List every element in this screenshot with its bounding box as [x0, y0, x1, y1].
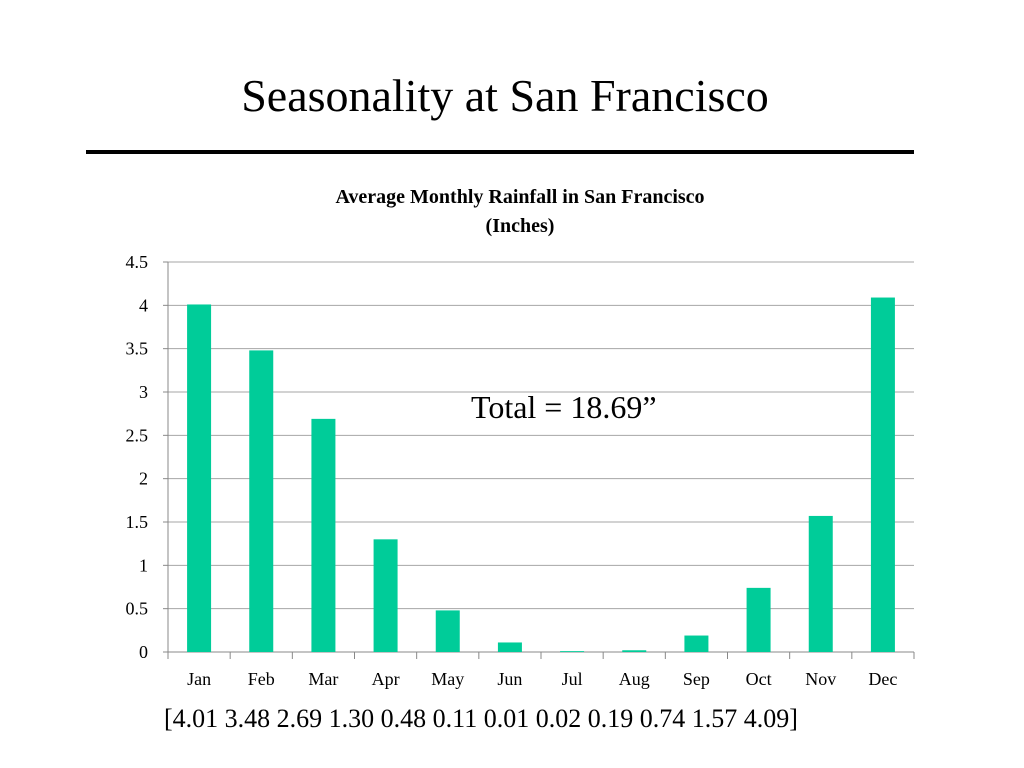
x-tick-label: Jun [497, 669, 522, 689]
bar-dec [870, 297, 895, 652]
bar-apr [373, 539, 398, 652]
bar-mar [311, 418, 336, 652]
x-tick-label: Apr [372, 669, 400, 689]
x-tick-label: Aug [619, 669, 650, 689]
title-divider [86, 150, 914, 154]
bar-jan [187, 304, 212, 652]
bar-oct [746, 587, 771, 652]
x-tick-label: Sep [683, 669, 710, 689]
bar-may [435, 610, 460, 652]
bar-sep [684, 635, 709, 652]
y-tick-label: 3 [139, 382, 148, 402]
x-tick-label: Jan [187, 669, 211, 689]
y-tick-label: 4.5 [126, 252, 149, 272]
y-tick-label: 3.5 [126, 339, 149, 359]
y-tick-label: 2.5 [126, 425, 149, 445]
chart-title: Average Monthly Rainfall in San Francisc… [170, 183, 870, 241]
y-tick-label: 0.5 [126, 599, 149, 619]
bar-jul [560, 651, 585, 652]
y-tick-label: 2 [139, 469, 148, 489]
y-tick-label: 1 [139, 555, 148, 575]
x-tick-label: Mar [308, 669, 338, 689]
bar-nov [808, 515, 833, 652]
bar-aug [622, 650, 647, 652]
y-tick-label: 1.5 [126, 512, 149, 532]
bar-feb [249, 350, 274, 652]
total-annotation: Total = 18.69” [471, 389, 657, 425]
monthly-values-list: [4.01 3.48 2.69 1.30 0.48 0.11 0.01 0.02… [164, 704, 798, 733]
x-tick-label: May [431, 669, 464, 689]
x-tick-label: Nov [805, 669, 836, 689]
x-tick-label: Jul [562, 669, 583, 689]
x-tick-label: Oct [746, 669, 772, 689]
x-tick-label: Feb [248, 669, 275, 689]
y-tick-label: 4 [139, 295, 148, 315]
slide-title: Seasonality at San Francisco [241, 70, 769, 121]
chart-title-line-2: (Inches) [485, 215, 555, 237]
y-tick-label: 0 [139, 642, 148, 662]
x-tick-label: Dec [868, 669, 897, 689]
bar-jun [497, 642, 522, 652]
chart-title-line-1: Average Monthly Rainfall in San Francisc… [335, 186, 705, 208]
